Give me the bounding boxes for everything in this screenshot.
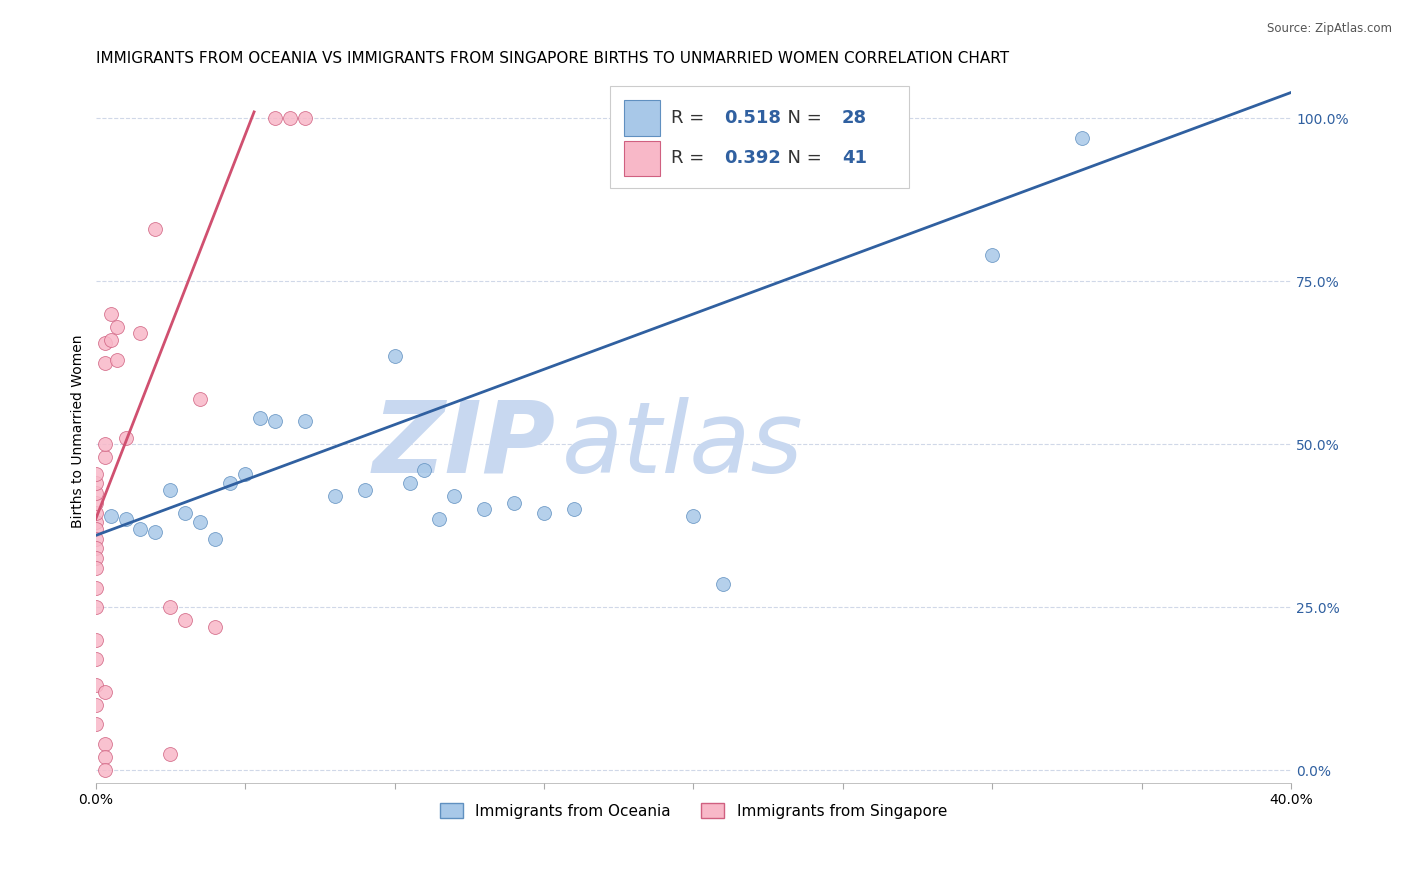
FancyBboxPatch shape [624,141,659,176]
Point [204,532,226,546]
Point [84,581,107,595]
Point [713,577,735,591]
Point [129,522,152,536]
Point [114,431,136,445]
Point [682,508,704,523]
Point [264,112,287,126]
Y-axis label: Births to Unmarried Women: Births to Unmarried Women [72,334,86,528]
Point [353,483,375,497]
Text: 0.518: 0.518 [724,109,782,127]
Text: N =: N = [776,149,828,167]
Point [159,483,181,497]
Point [84,600,107,615]
Point [114,512,136,526]
Point [384,349,406,363]
Point [174,506,197,520]
Point [100,307,122,321]
Point [188,392,211,406]
Point [84,541,107,556]
Point [93,763,115,777]
Point [84,516,107,530]
Point [84,522,107,536]
Point [188,516,211,530]
Point [93,450,115,465]
Point [219,476,242,491]
Point [84,486,107,500]
Point [84,551,107,566]
Point [249,411,271,425]
Point [93,685,115,699]
Point [1071,131,1094,145]
Point [159,747,181,761]
Point [93,750,115,764]
Point [398,476,420,491]
Point [503,496,526,510]
Point [429,512,451,526]
Text: atlas: atlas [562,397,804,494]
Text: IMMIGRANTS FROM OCEANIA VS IMMIGRANTS FROM SINGAPORE BIRTHS TO UNMARRIED WOMEN C: IMMIGRANTS FROM OCEANIA VS IMMIGRANTS FR… [96,51,1008,66]
Point [84,698,107,712]
Point [84,532,107,546]
Text: ZIP: ZIP [373,397,555,494]
Point [145,525,167,540]
Point [278,112,301,126]
Legend: Immigrants from Oceania, Immigrants from Singapore: Immigrants from Oceania, Immigrants from… [434,797,953,825]
FancyBboxPatch shape [624,101,659,136]
Text: R =: R = [671,109,710,127]
Point [93,356,115,370]
Point [105,320,128,334]
Point [84,506,107,520]
Point [84,678,107,692]
Point [84,632,107,647]
Point [233,467,256,481]
Point [100,508,122,523]
Point [294,112,316,126]
Point [264,414,287,428]
Point [204,620,226,634]
Point [84,652,107,666]
Point [562,502,585,516]
Point [533,506,555,520]
FancyBboxPatch shape [610,87,908,188]
Point [472,502,495,516]
Text: 0.392: 0.392 [724,149,782,167]
Text: 41: 41 [842,149,866,167]
Text: 28: 28 [842,109,868,127]
Text: N =: N = [776,109,828,127]
Point [145,222,167,236]
Point [84,717,107,731]
Point [93,737,115,751]
Point [93,437,115,451]
Point [84,496,107,510]
Point [93,336,115,351]
Point [129,326,152,341]
Point [981,248,1004,262]
Point [84,476,107,491]
Point [84,467,107,481]
Point [294,414,316,428]
Text: R =: R = [671,149,710,167]
Point [159,600,181,615]
Text: Source: ZipAtlas.com: Source: ZipAtlas.com [1267,22,1392,36]
Point [323,489,346,503]
Point [100,333,122,347]
Point [443,489,465,503]
Point [174,613,197,627]
Point [105,352,128,367]
Point [84,561,107,575]
Point [413,463,436,477]
